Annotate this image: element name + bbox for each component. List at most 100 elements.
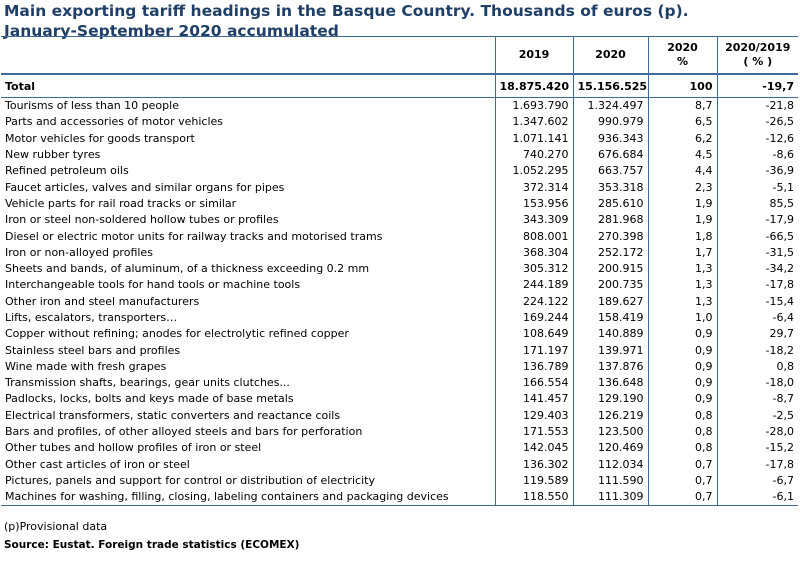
row-share: 0,7 [647, 472, 717, 490]
table-row: Faucet articles, valves and similar orga… [1, 179, 798, 196]
row-label: Other cast articles of iron or steel [5, 457, 190, 471]
row-share: 1,8 [647, 228, 717, 245]
table-row: Iron or steel non-soldered hollow tubes … [1, 212, 798, 229]
header-variation-line2: ( % ) [743, 55, 773, 68]
row-2019: 343.309 [494, 212, 573, 229]
row-2020: 353.318 [572, 179, 648, 196]
row-2019: 1.071.141 [494, 130, 573, 147]
row-variation: -8,6 [716, 146, 798, 164]
row-variation: -66,5 [716, 228, 798, 245]
row-2020: 285.610 [572, 195, 648, 213]
row-2020: 123.500 [572, 423, 648, 441]
source-note: Source: Eustat. Foreign trade statistics… [4, 539, 300, 551]
row-variation: -15,4 [716, 293, 798, 310]
table-title: Main exporting tariff headings in the Ba… [4, 1, 794, 41]
row-2019: 244.189 [494, 277, 573, 294]
row-2020: 140.889 [572, 326, 648, 343]
row-label: Stainless steel bars and profiles [5, 343, 181, 357]
row-label: Tourisms of less than 10 people [5, 99, 179, 113]
table-row: Wine made with fresh grapes 136.789 137.87… [1, 358, 798, 376]
row-share: 0,8 [647, 407, 717, 424]
row-variation: 29,7 [716, 326, 798, 343]
row-share: 1,7 [647, 244, 717, 261]
row-2020: 129.190 [572, 391, 648, 408]
row-variation: -21,8 [716, 97, 798, 115]
row-label: Lifts, escalators, transporters… [5, 311, 178, 324]
row-variation: 85,5 [716, 195, 798, 213]
row-label: Bars and profiles, of other alloyed stee… [5, 425, 363, 439]
row-variation: -34,2 [716, 260, 798, 278]
row-2019: 740.270 [494, 146, 573, 164]
table-row: Other tubes and hollow profiles of iron … [1, 440, 798, 457]
table-row: Tourisms of less than 10 people 1.693.790… [1, 97, 798, 115]
total-label: Total [1, 74, 495, 98]
table-row: Motor vehicles for goods transport 1.071.… [1, 130, 798, 147]
row-2019: 1.693.790 [494, 97, 573, 115]
row-2020: 663.757 [572, 163, 648, 180]
total-variation: -19,7 [716, 74, 798, 98]
row-2019: 368.304 [494, 244, 573, 261]
header-2019: 2019 [494, 36, 573, 75]
row-variation: -15,2 [716, 440, 798, 457]
row-label: Wine made with fresh grapes [5, 359, 167, 373]
row-2019: 224.122 [494, 293, 573, 310]
row-variation: -18,0 [716, 375, 798, 392]
row-2019: 1.347.602 [494, 114, 573, 131]
row-2019: 141.457 [494, 391, 573, 408]
row-2019: 372.314 [494, 179, 573, 196]
row-share: 1,0 [647, 309, 717, 327]
table-row: Iron or non-alloyed profiles 368.304 252.1… [1, 244, 798, 261]
row-2020: 252.172 [572, 244, 648, 261]
table-row: Lifts, escalators, transporters… 169.244 1… [1, 309, 798, 327]
table-row: Electrical transformers, static converte… [1, 407, 798, 424]
row-variation: -36,9 [716, 163, 798, 180]
row-label: Other iron and steel manufacturers [5, 294, 200, 308]
row-label: Other tubes and hollow profiles of iron … [5, 441, 262, 455]
row-share: 0,9 [647, 391, 717, 408]
row-label: Sheets and bands, of aluminum, of a thic… [5, 262, 370, 276]
row-2020: 281.968 [572, 212, 648, 229]
row-label: Transmission shafts, bearings, gear unit… [5, 376, 290, 390]
row-2019: 108.649 [494, 326, 573, 343]
exports-table: 2019 2020 2020 % 2020/2019 ( % ) Total 1… [1, 36, 798, 507]
table-title-line2: January-September 2020 accumulated [4, 22, 339, 40]
row-2020: 111.309 [572, 489, 648, 507]
row-2020: 158.419 [572, 309, 648, 327]
row-variation: -2,5 [716, 407, 798, 424]
row-share: 1,3 [647, 260, 717, 278]
row-variation: -6,7 [716, 472, 798, 490]
row-2019: 1.052.295 [494, 163, 573, 180]
row-share: 0,9 [647, 342, 717, 359]
total-2020: 15.156.525 [572, 74, 648, 98]
row-variation: -26,5 [716, 114, 798, 131]
table-row: Machines for washing, filling, closing, … [1, 489, 798, 507]
table-row: Copper without refining; anodes for elec… [1, 326, 798, 343]
row-label: Faucet articles, valves and similar orga… [5, 180, 285, 194]
footnote: (p)Provisional data [4, 520, 108, 533]
row-2020: 136.648 [572, 375, 648, 392]
row-2019: 136.789 [494, 358, 573, 376]
table-row: Bars and profiles, of other alloyed stee… [1, 423, 798, 441]
row-share: 0,9 [647, 358, 717, 376]
row-2020: 200.735 [572, 277, 648, 294]
row-2019: 171.553 [494, 423, 573, 441]
row-2020: 990.979 [572, 114, 648, 131]
table-row: Other iron and steel manufacturers 224.12… [1, 293, 798, 310]
row-share: 6,2 [647, 130, 717, 147]
row-label: New rubber tyres [5, 148, 101, 162]
row-2020: 126.219 [572, 407, 648, 424]
row-variation: -5,1 [716, 179, 798, 196]
row-label: Parts and accessories of motor vehicles [5, 115, 224, 129]
table-row: Parts and accessories of motor vehicles 1… [1, 114, 798, 131]
header-variation-line1: 2020/2019 [725, 41, 791, 54]
row-2020: 270.398 [572, 228, 648, 245]
table-row: Interchangeable tools for hand tools or … [1, 277, 798, 294]
row-variation: -28,0 [716, 423, 798, 441]
row-2019: 305.312 [494, 260, 573, 278]
row-2019: 169.244 [494, 309, 573, 327]
row-share: 1,3 [647, 293, 717, 310]
row-share: 4,4 [647, 163, 717, 180]
row-share: 4,5 [647, 146, 717, 164]
row-2020: 200.915 [572, 260, 648, 278]
header-share-line2: % [676, 55, 689, 68]
